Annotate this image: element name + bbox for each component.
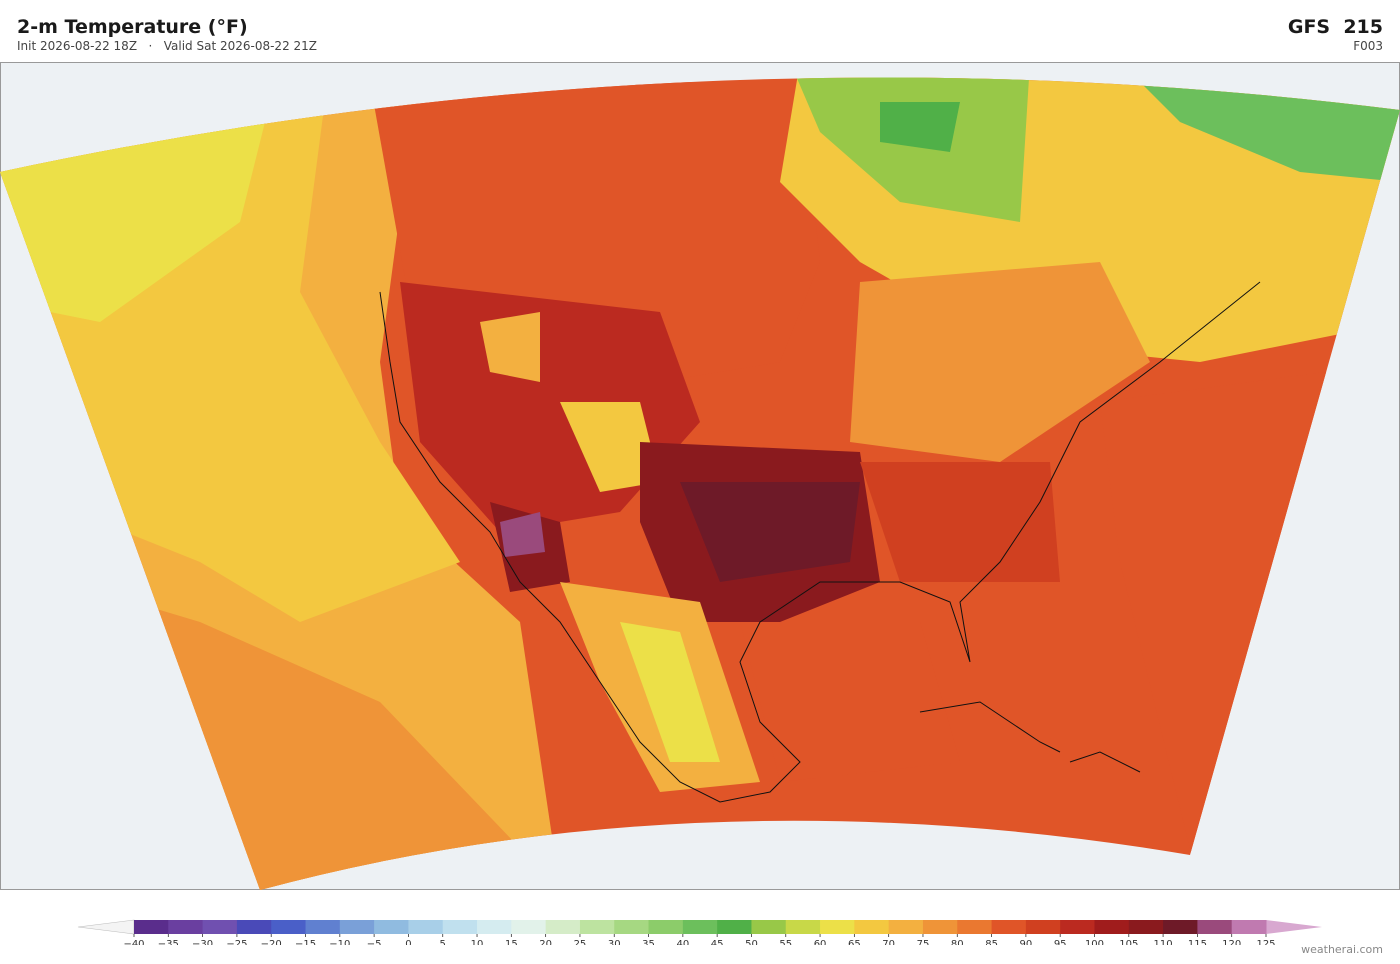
colorbar-segment: [888, 920, 924, 934]
colorbar-segment: [991, 920, 1027, 934]
colorbar-segment: [785, 920, 821, 934]
colorbar: −40 −35 −30 −25 −20 −15 −10 −5 0 5 10 15 20 25 30 35 40 4…: [77, 919, 1322, 945]
colorbar-tick-label: 55: [779, 939, 792, 945]
colorbar-tick-label: −5: [367, 939, 382, 945]
colorbar-tick-label: 0: [405, 939, 411, 945]
colorbar-tick-label: 80: [951, 939, 964, 945]
colorbar-tick-label: 20: [539, 939, 552, 945]
model-label: GFS 215: [1287, 16, 1383, 38]
forecast-hour: F003: [1353, 39, 1383, 53]
colorbar-tick-label: −25: [226, 939, 247, 945]
colorbar-segment: [339, 920, 375, 934]
colorbar-segment: [614, 920, 650, 934]
colorbar-segment: [648, 920, 684, 934]
colorbar-segment: [1060, 920, 1095, 934]
colorbar-segment: [820, 920, 855, 934]
colorbar-tick-label: −10: [329, 939, 350, 945]
colorbar-segment: [374, 920, 409, 934]
colorbar-segment: [1025, 920, 1061, 934]
colorbar-segment: [682, 920, 718, 934]
colorbar-tick-label: −40: [123, 939, 144, 945]
colorbar-tick-label: 75: [917, 939, 930, 945]
colorbar-segment: [922, 920, 958, 934]
colorbar-segment: [751, 920, 787, 934]
colorbar-segment: [1197, 920, 1233, 934]
colorbar-tick-label: 70: [882, 939, 895, 945]
colorbar-tick-label: 45: [711, 939, 724, 945]
colorbar-tick-label: 40: [676, 939, 689, 945]
colorbar-tick-label: 90: [1020, 939, 1033, 945]
colorbar-segment: [717, 920, 752, 934]
colorbar-tick-label: −20: [261, 939, 282, 945]
colorbar-segment: [1163, 920, 1198, 934]
title: 2-m Temperature (°F): [17, 16, 248, 38]
colorbar-tick-label: 30: [608, 939, 621, 945]
colorbar-tick-label: 25: [574, 939, 587, 945]
colorbar-tick-label: 110: [1154, 939, 1173, 945]
map: [0, 62, 1400, 890]
colorbar-segment: [1231, 920, 1267, 934]
colorbar-segment: [1094, 920, 1130, 934]
subtitle: Init 2026-08-22 18Z · Valid Sat 2026-08-…: [17, 39, 318, 53]
colorbar-segment: [236, 920, 272, 934]
colorbar-tick-label: 15: [505, 939, 518, 945]
colorbar-segment: [579, 920, 615, 934]
colorbar-tick-label: 60: [814, 939, 827, 945]
credit: weatherai.com: [1301, 943, 1383, 956]
colorbar-segment: [957, 920, 993, 934]
colorbar-tick-label: −35: [158, 939, 179, 945]
colorbar-tick-label: 65: [848, 939, 861, 945]
colorbar-over: [1266, 920, 1322, 934]
colorbar-segment: [1128, 920, 1164, 934]
colorbar-tick-label: 35: [642, 939, 655, 945]
colorbar-segment: [545, 920, 581, 934]
colorbar-segment: [168, 920, 204, 934]
colorbar-tick-label: 125: [1256, 939, 1275, 945]
colorbar-tick-label: 5: [440, 939, 446, 945]
colorbar-tick-label: 50: [745, 939, 758, 945]
colorbar-segment: [408, 920, 444, 934]
colorbar-segment: [854, 920, 890, 934]
colorbar-segment: [477, 920, 512, 934]
colorbar-tick-label: −30: [192, 939, 213, 945]
colorbar-under: [77, 919, 135, 935]
colorbar-tick-label: 10: [471, 939, 484, 945]
colorbar-tick-label: −15: [295, 939, 316, 945]
colorbar-tick-label: 120: [1222, 939, 1241, 945]
colorbar-segment: [511, 920, 547, 934]
colorbar-tick-label: 105: [1119, 939, 1138, 945]
colorbar-tick-label: 95: [1054, 939, 1067, 945]
colorbar-segment: [271, 920, 307, 934]
colorbar-tick-label: 115: [1188, 939, 1207, 945]
colorbar-tick-label: 85: [985, 939, 998, 945]
colorbar-segment: [134, 920, 169, 934]
colorbar-segment: [202, 920, 238, 934]
colorbar-segment: [442, 920, 478, 934]
coastline: [379, 281, 1261, 803]
colorbar-segment: [305, 920, 341, 934]
colorbar-tick-label: 100: [1085, 939, 1104, 945]
